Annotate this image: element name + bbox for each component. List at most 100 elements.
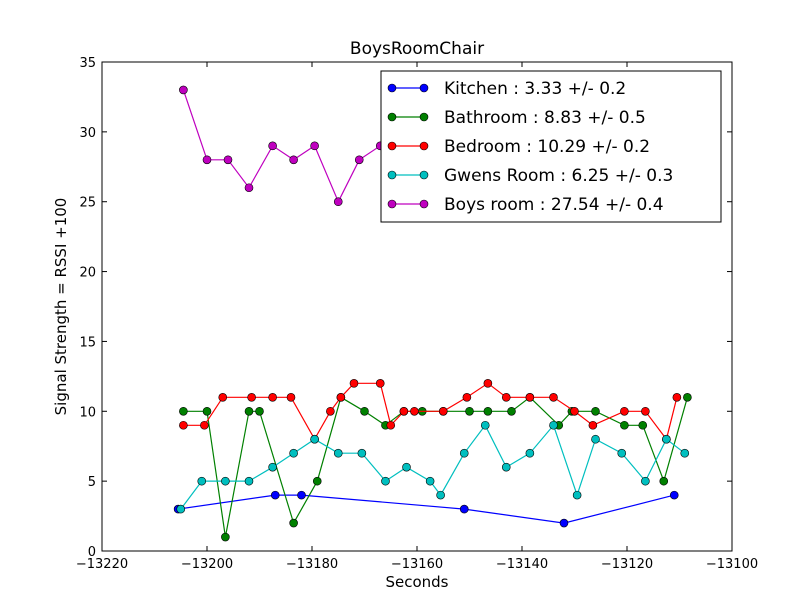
- data-point: [289, 518, 298, 528]
- data-point: [672, 393, 682, 402]
- data-point: [620, 406, 629, 416]
- data-point: [200, 420, 209, 430]
- legend-marker: [387, 199, 397, 209]
- data-point: [591, 406, 600, 416]
- data-point: [410, 406, 419, 416]
- data-point: [525, 448, 535, 458]
- data-point: [483, 379, 493, 388]
- data-point: [270, 490, 280, 500]
- data-point: [289, 155, 298, 165]
- data-point: [381, 476, 390, 486]
- data-point: [197, 476, 207, 486]
- series-3: [176, 420, 690, 514]
- legend-marker: [387, 141, 397, 151]
- legend-marker: [419, 112, 429, 122]
- data-point: [425, 476, 435, 486]
- data-point: [223, 155, 233, 165]
- data-point: [286, 393, 296, 402]
- x-tick-label: −13140: [496, 557, 548, 572]
- data-point: [310, 434, 319, 444]
- legend-item: Gwens Room : 6.25 +/- 0.3: [387, 166, 673, 186]
- data-point: [336, 393, 346, 402]
- data-point: [297, 490, 306, 500]
- x-axis-label: Seconds: [385, 573, 448, 591]
- data-point: [399, 406, 409, 416]
- x-tick-label: −13120: [601, 557, 653, 572]
- data-point: [247, 393, 256, 402]
- data-point: [312, 476, 322, 486]
- x-tick-label: −13100: [706, 557, 758, 572]
- data-point: [333, 197, 343, 207]
- data-point: [438, 406, 448, 416]
- legend-marker: [419, 83, 429, 93]
- data-point: [326, 406, 335, 416]
- x-tick-label: −13200: [181, 557, 233, 572]
- data-point: [480, 420, 490, 430]
- legend-item: Boys room : 27.54 +/- 0.4: [387, 195, 664, 215]
- data-point: [360, 406, 369, 416]
- data-point: [268, 141, 277, 151]
- data-point: [244, 476, 254, 486]
- legend-item: Bedroom : 10.29 +/- 0.2: [387, 137, 650, 157]
- data-point: [176, 504, 186, 514]
- data-point: [202, 155, 212, 165]
- legend-item: Kitchen : 3.33 +/- 0.2: [387, 79, 626, 99]
- y-tick-label: 15: [79, 335, 96, 350]
- data-point: [289, 448, 298, 458]
- data-point: [559, 518, 569, 528]
- y-axis-label: Signal Strength = RSSI +100: [52, 198, 70, 416]
- data-point: [680, 448, 690, 458]
- data-point: [570, 406, 579, 416]
- data-point: [402, 462, 411, 472]
- y-tick-label: 25: [79, 196, 96, 211]
- data-point: [218, 393, 228, 402]
- legend-marker: [419, 170, 429, 180]
- data-point: [617, 448, 627, 458]
- data-point: [549, 393, 558, 402]
- x-tick-label: −13220: [76, 557, 128, 572]
- data-point: [179, 406, 188, 416]
- series-line: [178, 494, 675, 524]
- y-tick-label: 35: [79, 56, 96, 71]
- data-point: [268, 393, 277, 402]
- data-point: [462, 393, 472, 402]
- series-0: [173, 490, 679, 528]
- y-tick-label: 10: [79, 405, 96, 420]
- legend-label: Gwens Room : 6.25 +/- 0.3: [444, 166, 673, 186]
- data-point: [202, 406, 212, 416]
- data-point: [436, 490, 445, 500]
- data-point: [662, 434, 671, 444]
- data-point: [375, 379, 385, 388]
- data-point: [620, 420, 629, 430]
- data-point: [549, 420, 558, 430]
- data-point: [525, 393, 535, 402]
- data-point: [669, 490, 679, 500]
- data-point: [221, 532, 230, 542]
- data-point: [179, 420, 188, 430]
- data-point: [221, 476, 230, 486]
- x-tick-label: −13160: [391, 557, 443, 572]
- data-point: [386, 420, 396, 430]
- data-point: [641, 476, 650, 486]
- legend-marker: [419, 199, 429, 209]
- series-2: [179, 379, 682, 444]
- chart-title: BoysRoomChair: [350, 39, 484, 59]
- series-line: [180, 424, 686, 510]
- data-point: [244, 183, 254, 193]
- data-point: [638, 420, 648, 430]
- data-point: [659, 476, 669, 486]
- legend-marker: [387, 83, 397, 93]
- data-point: [268, 462, 277, 472]
- data-point: [179, 85, 188, 95]
- data-point: [310, 141, 319, 151]
- data-point: [459, 504, 469, 514]
- data-point: [591, 434, 600, 444]
- legend-marker: [419, 141, 429, 151]
- data-point: [588, 420, 598, 430]
- y-tick-label: 20: [79, 266, 96, 281]
- data-point: [354, 155, 364, 165]
- data-point: [683, 393, 692, 402]
- legend-label: Boys room : 27.54 +/- 0.4: [444, 195, 664, 215]
- legend-marker: [387, 112, 397, 122]
